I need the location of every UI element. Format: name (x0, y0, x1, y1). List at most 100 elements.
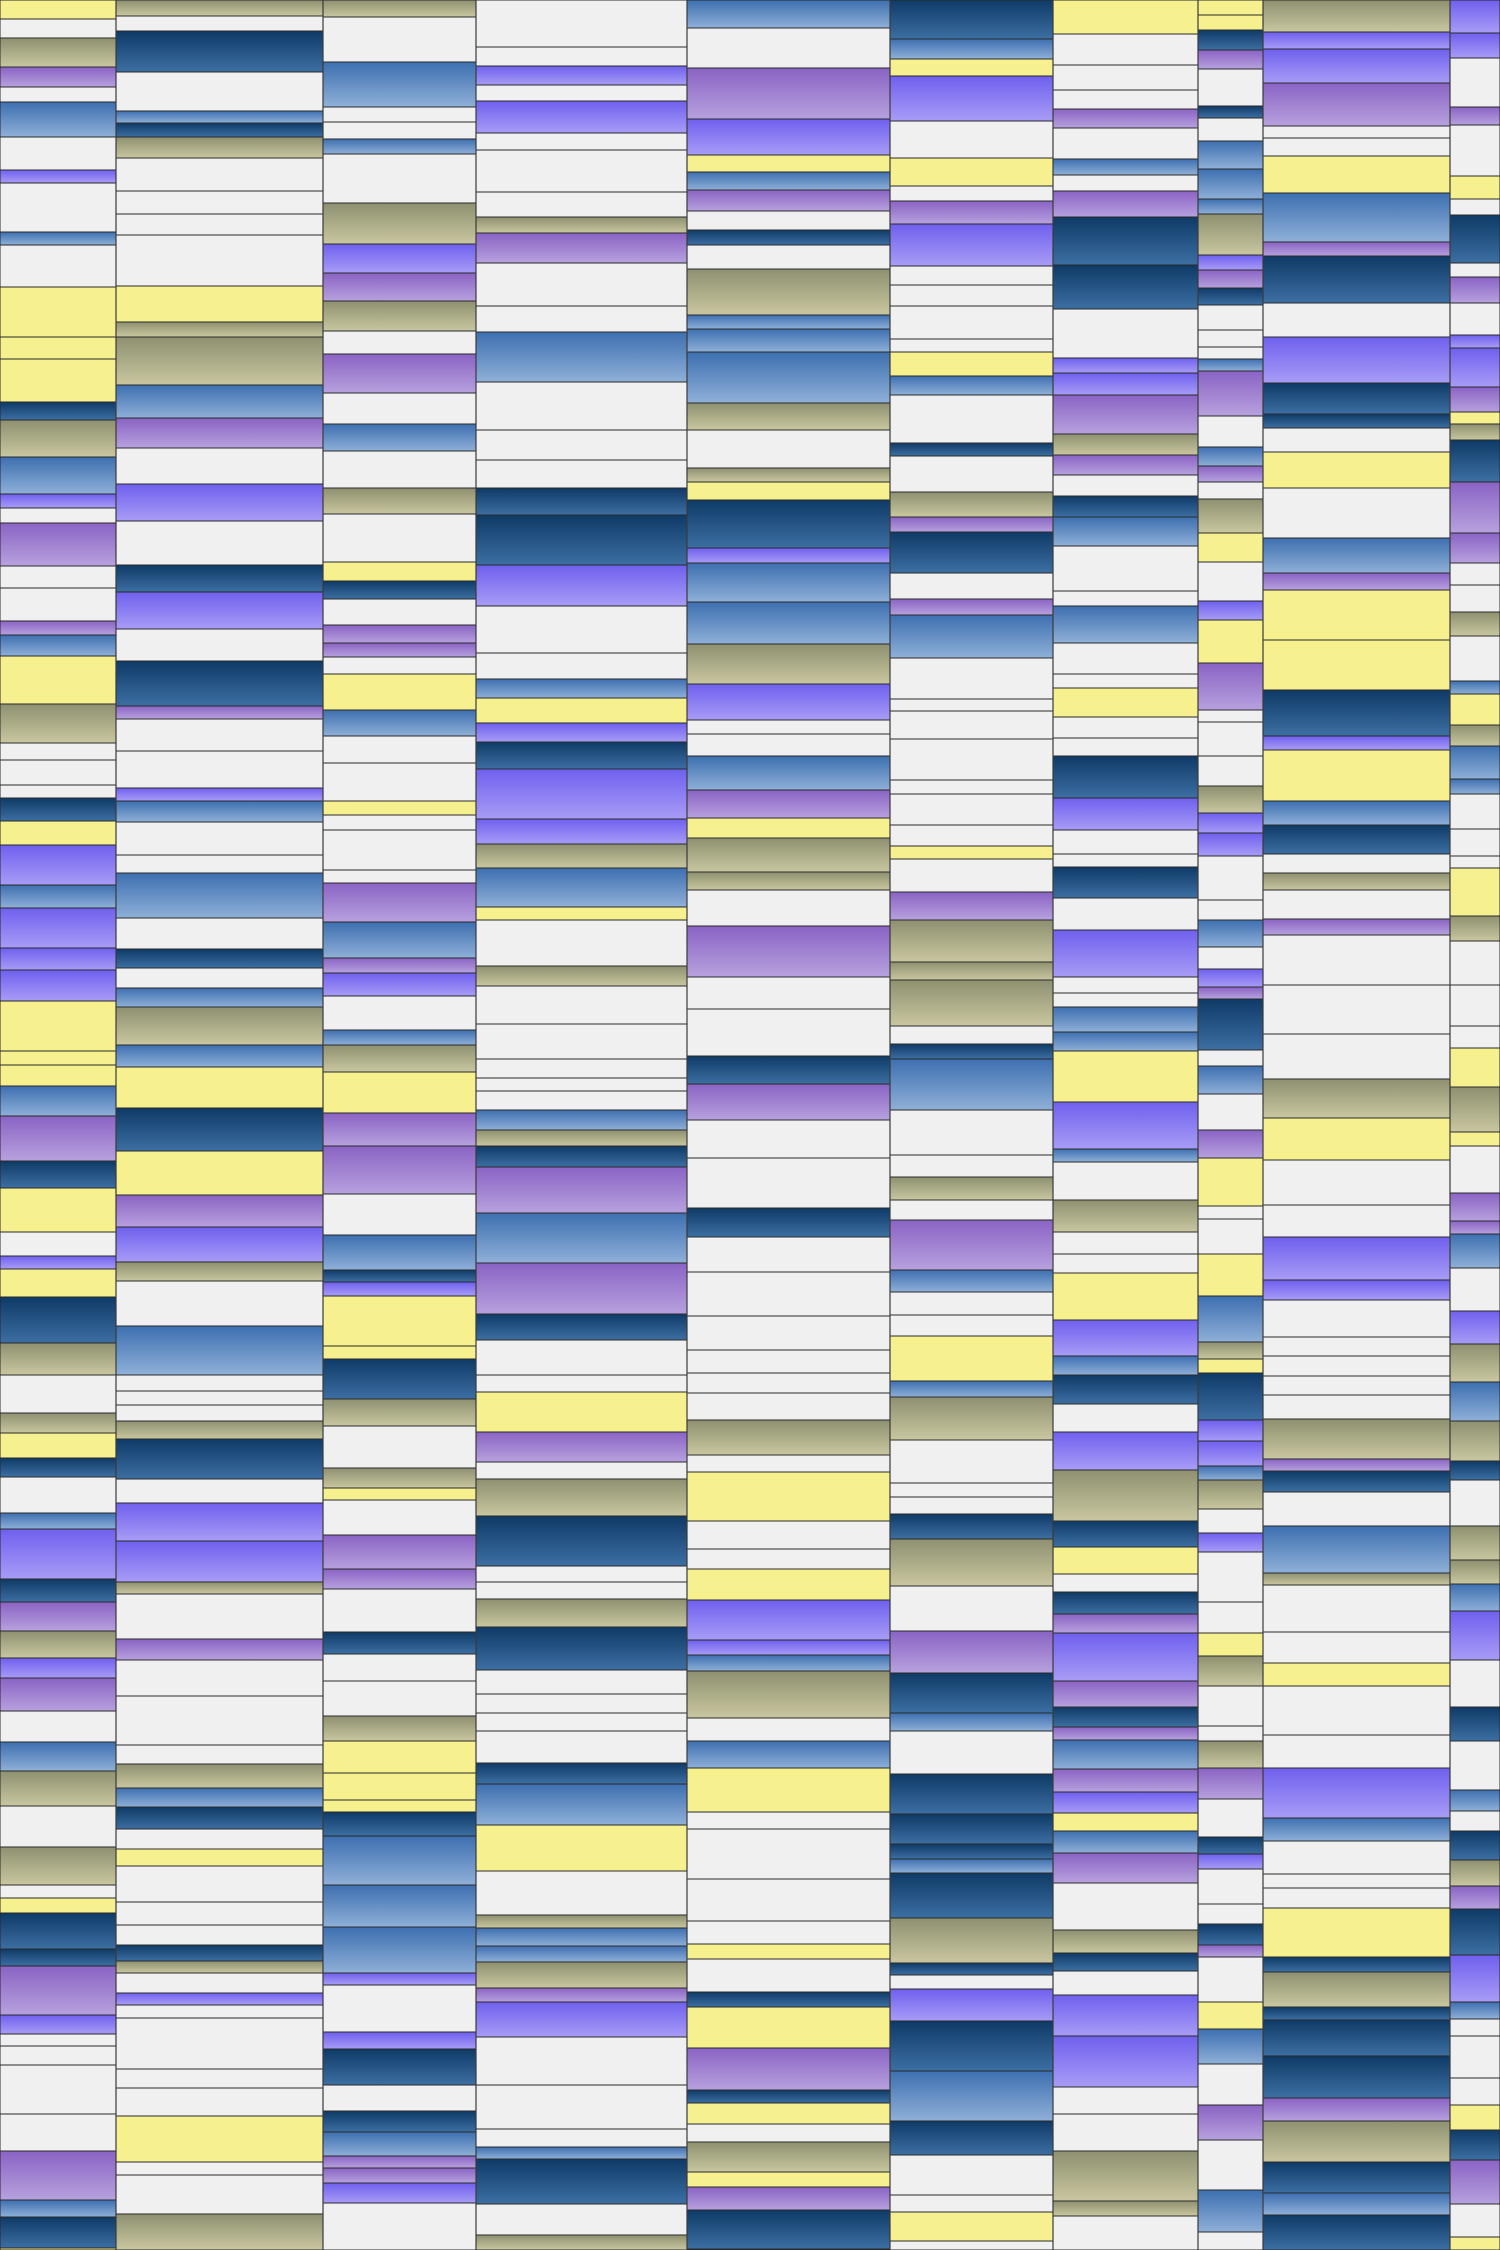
mosaic-cell-white (0, 86, 117, 103)
mosaic-cell-white (1262, 1685, 1451, 1736)
mosaic-cell-purple (0, 522, 117, 567)
mosaic-cell-white (322, 2202, 477, 2250)
mosaic-cell-blue (1052, 158, 1199, 176)
mosaic-cell-blue (0, 1741, 117, 1772)
mosaic-cell-yellow (1262, 589, 1451, 641)
mosaic-cell-violet (1197, 968, 1264, 988)
mosaic-cell-olive (1197, 1655, 1264, 1687)
mosaic-cell-white (889, 1154, 1054, 1178)
mosaic-cell-purple (0, 1115, 117, 1162)
mosaic-cell-olive (0, 1846, 117, 1886)
mosaic-cell-white (889, 1109, 1054, 1156)
mosaic-cell-yellow (0, 1064, 117, 1087)
mosaic-cell-olive (1052, 433, 1199, 456)
mosaic-cell-purple (115, 1638, 324, 1661)
mosaic-cell-violet (115, 1992, 324, 2006)
mosaic-cell-white (1262, 1887, 1451, 1909)
mosaic-cell-olive (115, 1006, 324, 1046)
mosaic-cell-yellow (1197, 619, 1264, 664)
mosaic-cell-violet (475, 722, 688, 743)
mosaic-cell-blue (322, 2131, 477, 2157)
mosaic-cell-olive (889, 1176, 1054, 1201)
mosaic-cell-purple (0, 1601, 117, 1632)
mosaic-cell-yellow (1449, 1047, 1500, 1088)
mosaic-cell-white (1197, 1956, 1264, 2003)
mosaic-cell-yellow (1449, 2104, 1500, 2131)
mosaic-cell-white (686, 1958, 891, 1993)
mosaic-cell-purple (0, 1965, 117, 2016)
mosaic-cell-olive (115, 1581, 324, 1595)
mosaic-cell-blue (1197, 1465, 1264, 1481)
mosaic-cell-violet (475, 768, 688, 820)
mosaic-cell-yellow (0, 655, 117, 705)
mosaic-cell-white (115, 1280, 324, 1327)
mosaic-cell-white (1197, 2139, 1264, 2191)
mosaic-cell-white (1052, 829, 1199, 855)
mosaic-cell-white (1052, 308, 1199, 359)
mosaic-cell-violet (889, 75, 1054, 122)
mosaic-cell-yellow (115, 1848, 324, 1867)
mosaic-cell-blue (0, 456, 117, 495)
mosaic-cell-yellow (322, 1487, 477, 1501)
mosaic-cell-white (475, 1077, 688, 1092)
mosaic-cell-white (1052, 673, 1199, 689)
mosaic-cell-olive (889, 961, 1054, 981)
mosaic-cell-navy (686, 1991, 891, 2008)
mosaic-cell-yellow (1052, 1050, 1199, 1103)
mosaic-cell-navy (889, 0, 1054, 40)
mosaic-cell-olive (475, 843, 688, 869)
mosaic-cell-navy (1262, 824, 1451, 855)
mosaic-cell-navy (1262, 1956, 1451, 1973)
mosaic-cell-blue (322, 1835, 477, 1886)
mosaic-cell-purple (1052, 454, 1199, 476)
mosaic-cell-yellow (475, 1391, 688, 1433)
mosaic-cell-white (889, 779, 1054, 795)
mosaic-cell-olive (686, 268, 891, 316)
mosaic-cell-white (475, 1058, 688, 1079)
mosaic-cell-white (475, 605, 688, 654)
mosaic-cell-olive (1262, 1572, 1451, 1586)
mosaic-cell-white (686, 244, 891, 270)
mosaic-cell-purple (1197, 465, 1264, 483)
mosaic-cell-yellow (322, 1345, 477, 1360)
mosaic-cell-white (115, 190, 324, 215)
mosaic-cell-navy (1052, 1374, 1199, 1405)
mosaic-cell-white (322, 106, 477, 123)
mosaic-cell-olive (1449, 1420, 1500, 1462)
mosaic-cell-white (1262, 1204, 1451, 1238)
mosaic-cell-white (1197, 1685, 1264, 1727)
mosaic-cell-purple (115, 1194, 324, 1228)
mosaic-cell-white (1197, 946, 1264, 970)
mosaic-cell-purple (475, 1431, 688, 1463)
mosaic-cell-white (1449, 1810, 1500, 1832)
mosaic-cell-olive (1262, 2120, 1451, 2163)
mosaic-cell-white (475, 919, 688, 967)
mosaic-cell-navy (115, 1806, 324, 1830)
mosaic-cell-yellow (0, 1268, 117, 1298)
mosaic-cell-white (475, 1730, 688, 1764)
mosaic-cell-navy (1197, 29, 1264, 51)
mosaic-cell-navy (1052, 1706, 1199, 1728)
mosaic-cell-olive (1197, 1740, 1264, 1769)
mosaic-cell-white (322, 762, 477, 802)
mosaic-cell-blue (0, 2199, 117, 2218)
mosaic-cell-navy (686, 1207, 891, 1238)
mosaic-cell-navy (1449, 214, 1500, 264)
mosaic-cell-violet (1197, 254, 1264, 271)
mosaic-cell-white (1197, 304, 1264, 331)
mosaic-cell-white (686, 1548, 891, 1570)
mosaic-cell-violet (475, 100, 688, 134)
mosaic-cell-navy (0, 1578, 117, 1603)
mosaic-cell-white (0, 1231, 117, 1257)
mosaic-cell-olive (0, 1342, 117, 1376)
mosaic-cell-white (322, 814, 477, 831)
mosaic-cell-navy (475, 1515, 688, 1567)
mosaic-cell-purple (322, 1145, 477, 1195)
mosaic-cell-white (1052, 545, 1199, 592)
mosaic-cell-purple (322, 1568, 477, 1590)
mosaic-cell-olive (686, 643, 891, 685)
mosaic-cell-olive (115, 1763, 324, 1789)
mosaic-cell-violet (1052, 1431, 1199, 1471)
mosaic-cell-purple (322, 2155, 477, 2169)
mosaic-cell-blue (322, 1884, 477, 1928)
